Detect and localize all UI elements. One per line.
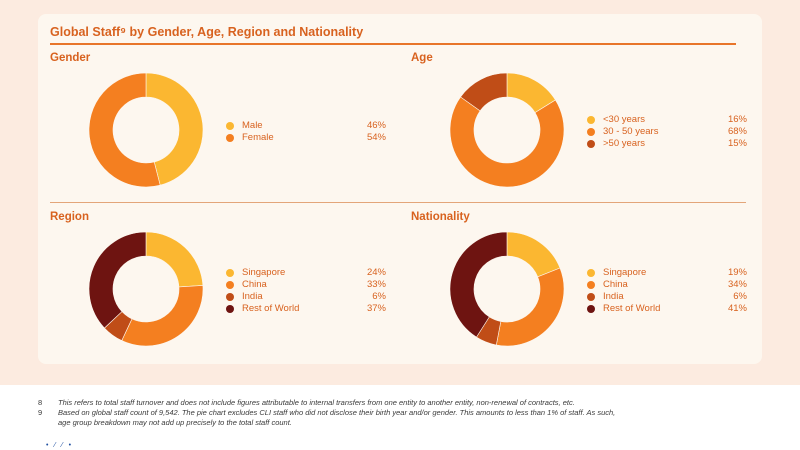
legend-value: 37% bbox=[366, 303, 386, 314]
legend-swatch-icon bbox=[587, 305, 595, 313]
panel-title: Region bbox=[50, 211, 89, 223]
footnotes: 8 This refers to total staff turnover an… bbox=[38, 398, 778, 428]
legend-row-singapore: Singapore 19% bbox=[587, 267, 747, 279]
footnote-8: 8 This refers to total staff turnover an… bbox=[38, 398, 778, 408]
donut-slice-male bbox=[145, 72, 204, 186]
legend-swatch-icon bbox=[226, 281, 234, 289]
legend-swatch-icon bbox=[226, 269, 234, 277]
footnote-9: 9 Based on global staff count of 9,542. … bbox=[38, 408, 778, 418]
legend-value: 6% bbox=[733, 291, 747, 302]
donut-slice-30-50-years bbox=[449, 96, 565, 188]
legend-label: 30 - 50 years bbox=[603, 126, 659, 137]
legend-swatch-icon bbox=[226, 134, 234, 142]
legend-swatch-icon bbox=[587, 116, 595, 124]
legend-value: 19% bbox=[727, 267, 747, 278]
legend-row-india: India 6% bbox=[587, 291, 747, 303]
card-title: Global Staff⁹ by Gender, Age, Region and… bbox=[50, 25, 364, 39]
footnote-continuation: age group breakdown may not add up preci… bbox=[58, 418, 292, 427]
donut-slice-rest-of-world bbox=[88, 231, 147, 329]
legend-row-30-years: <30 years 16% bbox=[587, 114, 747, 126]
footnote-number: 9 bbox=[38, 408, 43, 417]
legend-value: 15% bbox=[727, 138, 747, 149]
region-legend: Singapore 24% China 33% India 6% Rest of World… bbox=[226, 267, 386, 315]
section-divider bbox=[50, 202, 746, 203]
logo-fragment-icon: • ⁄ ⁄ • bbox=[46, 442, 74, 449]
panel-title: Nationality bbox=[411, 211, 470, 223]
legend-value: 33% bbox=[366, 279, 386, 290]
legend-label: Rest of World bbox=[603, 303, 661, 314]
nationality-donut-chart bbox=[449, 231, 565, 347]
donut-slice-singapore bbox=[506, 231, 561, 278]
footnote-text: This refers to total staff turnover and … bbox=[58, 398, 575, 407]
legend-swatch-icon bbox=[226, 293, 234, 301]
legend-value: 68% bbox=[727, 126, 747, 137]
legend-row-30-50-years: 30 - 50 years 68% bbox=[587, 126, 747, 138]
legend-row-china: China 34% bbox=[587, 279, 747, 291]
legend-label: Male bbox=[242, 120, 263, 131]
nationality-panel: Nationality Singapore 19% China 34% India 6% R… bbox=[411, 211, 763, 361]
title-divider bbox=[50, 43, 736, 45]
legend-label: Rest of World bbox=[242, 303, 300, 314]
legend-label: Female bbox=[242, 132, 274, 143]
panel-title: Age bbox=[411, 52, 433, 64]
legend-value: 16% bbox=[727, 114, 747, 125]
legend-label: India bbox=[603, 291, 624, 302]
legend-row-male: Male 46% bbox=[226, 120, 386, 132]
age-panel: Age <30 years 16% 30 - 50 years 68% >50 year… bbox=[411, 52, 763, 202]
legend-swatch-icon bbox=[587, 293, 595, 301]
legend-value: 46% bbox=[366, 120, 386, 131]
legend-row-50-years: >50 years 15% bbox=[587, 138, 747, 150]
legend-row-rest-of-world: Rest of World 37% bbox=[226, 303, 386, 315]
legend-swatch-icon bbox=[587, 128, 595, 136]
staff-breakdown-card: Global Staff⁹ by Gender, Age, Region and… bbox=[38, 14, 762, 364]
legend-row-india: India 6% bbox=[226, 291, 386, 303]
legend-swatch-icon bbox=[587, 281, 595, 289]
legend-label: Singapore bbox=[242, 267, 286, 278]
legend-label: China bbox=[603, 279, 628, 290]
legend-swatch-icon bbox=[226, 305, 234, 313]
region-panel: Region Singapore 24% China 33% India 6% Rest o… bbox=[50, 211, 402, 361]
donut-slice-rest-of-world bbox=[449, 231, 508, 338]
footnote-text: Based on global staff count of 9,542. Th… bbox=[58, 408, 616, 417]
gender-donut-chart bbox=[88, 72, 204, 188]
legend-row-china: China 33% bbox=[226, 279, 386, 291]
region-donut-chart bbox=[88, 231, 204, 347]
legend-row-female: Female 54% bbox=[226, 132, 386, 144]
legend-swatch-icon bbox=[587, 269, 595, 277]
age-donut-chart bbox=[449, 72, 565, 188]
donut-slice-50-years bbox=[460, 72, 508, 112]
legend-label: >50 years bbox=[603, 138, 645, 149]
legend-value: 54% bbox=[366, 132, 386, 143]
legend-label: Singapore bbox=[603, 267, 647, 278]
legend-swatch-icon bbox=[226, 122, 234, 130]
donut-slice-singapore bbox=[145, 231, 204, 288]
gender-legend: Male 46% Female 54% bbox=[226, 120, 386, 144]
donut-slice-china bbox=[121, 285, 204, 347]
legend-swatch-icon bbox=[587, 140, 595, 148]
gender-panel: Gender Male 46% Female 54% bbox=[50, 52, 402, 202]
footnote-number: 8 bbox=[38, 398, 43, 407]
legend-label: <30 years bbox=[603, 114, 645, 125]
legend-value: 6% bbox=[372, 291, 386, 302]
donut-slice-female bbox=[88, 72, 161, 188]
legend-label: India bbox=[242, 291, 263, 302]
age-legend: <30 years 16% 30 - 50 years 68% >50 years 15% bbox=[587, 114, 747, 150]
legend-value: 34% bbox=[727, 279, 747, 290]
nationality-legend: Singapore 19% China 34% India 6% Rest of World… bbox=[587, 267, 747, 315]
legend-value: 41% bbox=[727, 303, 747, 314]
legend-label: China bbox=[242, 279, 267, 290]
donut-slice-china bbox=[495, 267, 565, 347]
panel-title: Gender bbox=[50, 52, 91, 64]
legend-row-singapore: Singapore 24% bbox=[226, 267, 386, 279]
legend-row-rest-of-world: Rest of World 41% bbox=[587, 303, 747, 315]
legend-value: 24% bbox=[366, 267, 386, 278]
